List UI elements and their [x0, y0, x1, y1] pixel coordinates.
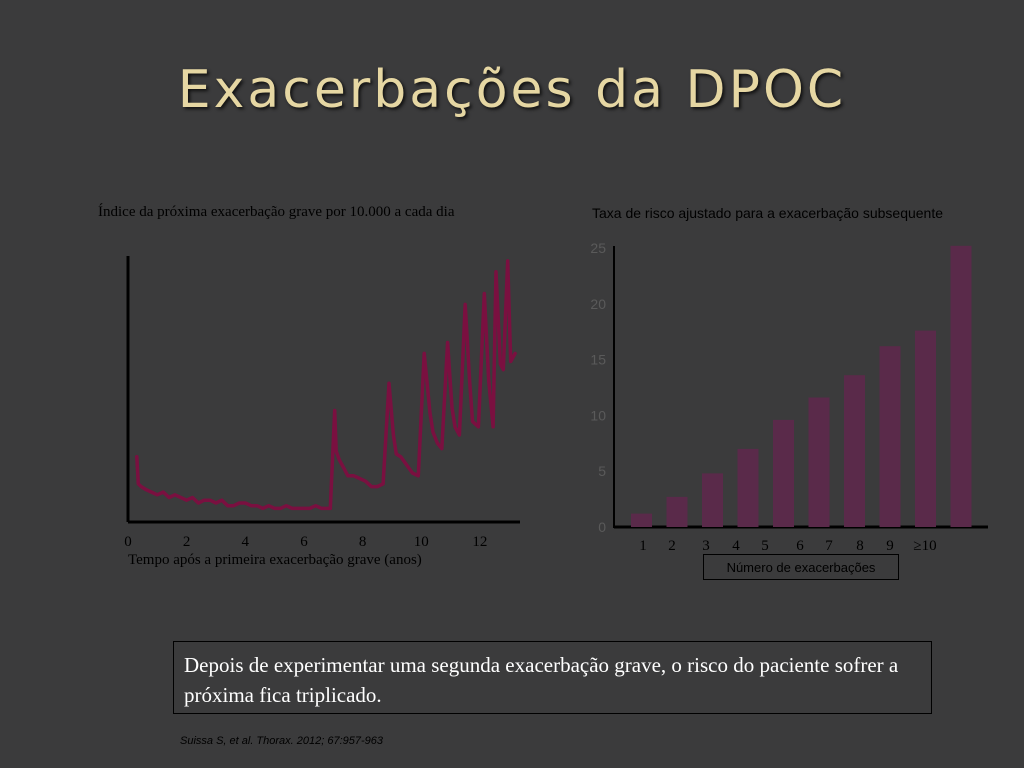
- bar-chart-x-tick-label: 5: [761, 538, 769, 554]
- bar-7: [844, 375, 865, 527]
- bar-chart-x-tick-label: 7: [825, 538, 833, 554]
- bar-chart-title: Taxa de risco ajustado para a exacerbaçã…: [592, 205, 944, 221]
- bar-chart-y-tick-label: 25: [590, 240, 606, 256]
- line-chart-x-tick-label: 4: [242, 534, 250, 550]
- key-message-box: Depois de experimentar uma segunda exace…: [173, 641, 932, 714]
- bar-chart-y-tick-label: 10: [590, 407, 606, 423]
- line-chart-x-tick-label: 12: [472, 534, 487, 550]
- bar-chart-y-tick-label: 20: [590, 296, 606, 312]
- line-chart-x-tick-label: 10: [414, 534, 429, 550]
- bar-chart-x-tick-label: 4: [732, 538, 740, 554]
- bar-chart: 0 5 10 15 20 25 1 2 3 4 5 6 7 8 9 ≥10: [590, 240, 988, 554]
- slide-title: Exacerbações da DPOC: [177, 60, 847, 120]
- bar-chart-x-tick-label: 6: [796, 538, 804, 554]
- bar-4: [737, 448, 759, 527]
- bar-chart-y-tick-label: 0: [598, 519, 606, 535]
- bar-chart-x-tick-label: 3: [702, 538, 710, 554]
- line-chart-series-line: [135, 259, 517, 511]
- bar-chart-y-tick-label: 15: [590, 352, 606, 368]
- citation: Suissa S, et al. Thorax. 2012; 67:957-96…: [180, 735, 384, 747]
- line-chart-x-tick-label: 8: [359, 534, 367, 550]
- bar-6: [808, 397, 830, 527]
- bar-1: [631, 513, 652, 527]
- bar-chart-x-tick-label: ≥10: [913, 538, 936, 554]
- bar-3: [702, 473, 723, 527]
- bar-chart-y-tick-label: 5: [598, 463, 606, 479]
- bar-chart-x-tick-label: 1: [639, 538, 647, 554]
- line-chart-title: Índice da próxima exacerbação grave por …: [98, 204, 455, 220]
- line-chart-xlabel: Tempo após a primeira exacerbação grave …: [128, 552, 422, 568]
- bar-5: [773, 419, 794, 527]
- line-chart-x-tick-label: 0: [124, 534, 132, 550]
- bar-10: [950, 245, 972, 528]
- bar-chart-x-tick-label: 2: [668, 538, 676, 554]
- line-chart-x-tick-label: 6: [300, 534, 308, 550]
- bar-chart-xlabel: Número de exacerbações: [703, 554, 899, 580]
- bar-2: [666, 496, 688, 527]
- line-chart-x-tick-label: 2: [183, 534, 191, 550]
- bar-chart-x-tick-label: 9: [886, 538, 894, 554]
- bar-8: [879, 346, 901, 527]
- bar-chart-x-tick-label: 8: [856, 538, 864, 554]
- bar-9: [915, 330, 936, 527]
